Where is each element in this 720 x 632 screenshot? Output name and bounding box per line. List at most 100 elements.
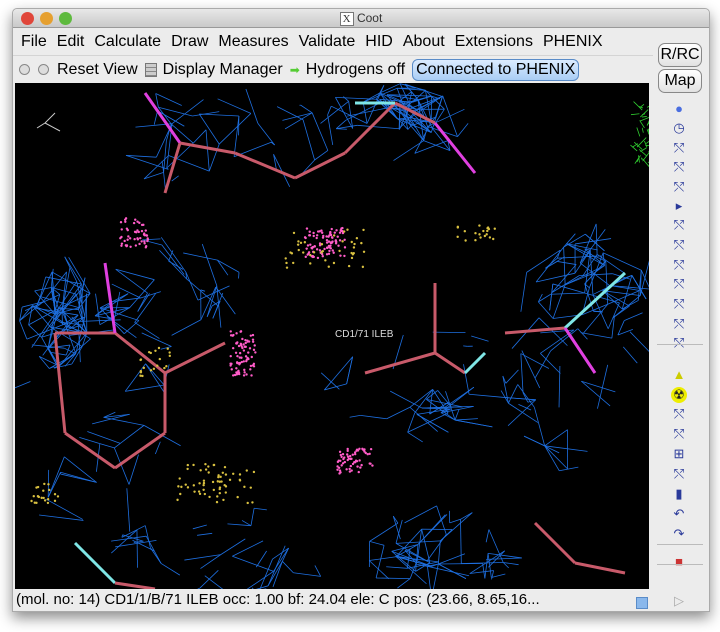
density-mesh-line — [593, 310, 603, 313]
flip-peptide-icon[interactable]: ⤲ — [673, 296, 685, 311]
density-mesh-line — [64, 347, 76, 354]
record-icon[interactable] — [19, 64, 30, 75]
delete-icon[interactable]: ☢ — [671, 387, 687, 403]
rigid-body-fit-icon[interactable]: ⤲ — [673, 159, 685, 174]
rigid-body-zone-icon[interactable]: ⤲ — [673, 179, 685, 194]
torsion-general-icon[interactable]: ⤲ — [673, 276, 685, 291]
play-icon[interactable]: ▷ — [674, 593, 684, 608]
flag-icon[interactable]: ■ — [675, 554, 683, 569]
menu-measures[interactable]: Measures — [218, 33, 289, 50]
density-mesh-line — [95, 293, 101, 325]
close-button[interactable] — [21, 12, 34, 25]
contact-dot — [120, 242, 124, 245]
contact-dot — [304, 255, 307, 259]
refine-sphere-icon[interactable]: ● — [675, 101, 683, 116]
display-manager-label: Display Manager — [162, 60, 283, 78]
contact-dot — [184, 483, 187, 486]
redo-icon[interactable]: ↷ — [673, 526, 685, 541]
density-mesh-line — [58, 307, 79, 310]
display-manager-button[interactable]: Display Manager — [144, 60, 283, 79]
add-alt-conf-icon[interactable]: ⤲ — [673, 426, 685, 441]
menu-file[interactable]: File — [21, 33, 47, 50]
rotamer-icon[interactable]: ⤲ — [673, 237, 685, 252]
hydrogens-button[interactable]: ➡ Hydrogens off — [290, 61, 405, 79]
contact-dot — [327, 240, 331, 243]
contact-dot — [318, 244, 322, 247]
density-mesh-line — [603, 252, 642, 271]
clear-pending-icon[interactable]: ▮ — [675, 486, 683, 501]
contact-dot — [124, 220, 127, 223]
reset-view-button[interactable]: Reset View — [57, 60, 138, 78]
density-mesh-line — [357, 124, 400, 130]
contact-dot — [346, 455, 350, 458]
add-terminal-residue-icon[interactable]: ⤲ — [673, 406, 685, 421]
contact-dot — [235, 367, 238, 370]
density-mesh-line — [217, 259, 229, 276]
density-mesh-line — [376, 577, 411, 579]
density-mesh-line — [407, 561, 439, 569]
density-mesh-line — [460, 519, 462, 564]
density-mesh-line — [349, 415, 361, 418]
zoom-button[interactable] — [59, 12, 72, 25]
contact-dot — [492, 237, 495, 241]
density-mesh-line — [145, 363, 166, 395]
density-mesh-line — [47, 310, 56, 349]
density-mesh-line — [206, 285, 218, 317]
menu-validate[interactable]: Validate — [298, 33, 356, 50]
contact-dot — [336, 468, 339, 471]
density-mesh-line — [241, 520, 252, 527]
more-arrow-icon[interactable]: ▸ — [675, 198, 683, 213]
place-atom-icon[interactable]: ▲ — [672, 367, 686, 382]
menu-phenix[interactable]: PHENIX — [542, 33, 603, 50]
menu-extensions[interactable]: Extensions — [454, 33, 533, 50]
density-mesh-line — [641, 116, 647, 118]
menu-about[interactable]: About — [402, 33, 445, 50]
menu-draw[interactable]: Draw — [171, 33, 209, 50]
menu-edit[interactable]: Edit — [56, 33, 85, 50]
regularize-icon[interactable]: ⤲ — [673, 140, 685, 155]
density-mesh-line — [535, 246, 564, 283]
contact-dot — [456, 235, 459, 239]
graphics-canvas[interactable]: CD1/71 ILEB — [15, 83, 649, 589]
stop-icon[interactable] — [38, 64, 49, 75]
menu-calculate[interactable]: Calculate — [94, 33, 162, 50]
density-mesh-line — [311, 112, 329, 151]
density-mesh-line — [538, 293, 551, 303]
side-chain-180-icon[interactable]: ⤲ — [673, 316, 685, 331]
contact-dot — [235, 373, 238, 376]
density-mesh-line — [504, 397, 536, 401]
map-button[interactable]: Map — [658, 69, 702, 93]
density-mesh-line — [34, 290, 56, 315]
phenix-connection-button[interactable]: Connected to PHENIX — [412, 58, 580, 81]
contact-dot — [325, 235, 328, 238]
mutate-icon[interactable]: ⤲ — [673, 466, 685, 481]
contact-dot — [132, 221, 136, 225]
undo-icon[interactable]: ↶ — [673, 506, 685, 521]
refine-zone-icon[interactable]: ◷ — [673, 120, 685, 135]
contact-dot — [369, 447, 373, 451]
bond-stick — [563, 327, 597, 374]
density-mesh-line — [538, 301, 554, 319]
cis-trans-icon[interactable]: ⤲ — [673, 335, 685, 350]
density-mesh-line — [31, 313, 56, 348]
contact-dot — [218, 491, 222, 495]
density-mesh-line — [640, 157, 643, 160]
density-mesh-line — [607, 302, 620, 329]
contact-dot — [352, 246, 356, 249]
density-mesh-line — [630, 113, 640, 116]
auto-fit-rotamer-icon[interactable]: ⤲ — [673, 217, 685, 232]
toolbar: Reset View Display Manager ➡ Hydrogens of… — [13, 55, 653, 83]
menu-hid[interactable]: HID — [365, 33, 393, 50]
rrc-button[interactable]: R/RC — [658, 43, 702, 67]
contact-dot — [327, 244, 331, 248]
axes-indicator — [36, 112, 61, 132]
density-mesh-line — [335, 120, 346, 129]
contact-dot — [133, 230, 137, 234]
minimize-button[interactable] — [40, 12, 53, 25]
contact-dot — [236, 361, 239, 365]
density-mesh-line — [362, 87, 398, 103]
density-mesh-line — [192, 111, 220, 117]
pointer-atom-icon[interactable]: ⊞ — [673, 446, 685, 461]
density-mesh-line — [15, 381, 31, 389]
edit-chi-icon[interactable]: ⤲ — [673, 257, 685, 272]
